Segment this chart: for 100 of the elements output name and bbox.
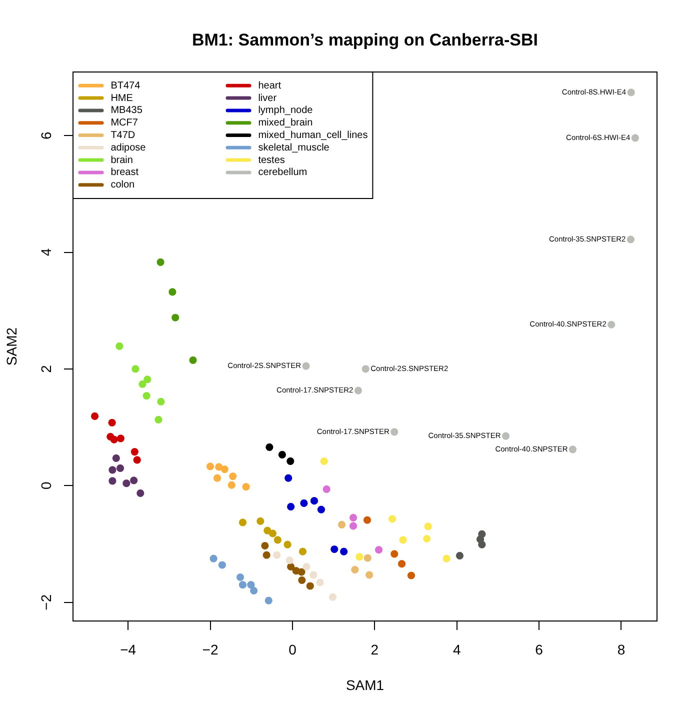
y-axis-title: SAM2 xyxy=(3,327,20,366)
point xyxy=(132,365,140,373)
legend-label: mixed_human_cell_lines xyxy=(258,130,368,141)
y-tick-label: 2 xyxy=(38,364,54,373)
legend-label: heart xyxy=(258,80,282,92)
point xyxy=(213,474,222,482)
point xyxy=(284,474,292,482)
point xyxy=(130,448,138,456)
legend-label: skeletal_muscle xyxy=(258,142,330,154)
point xyxy=(363,516,372,524)
point xyxy=(286,556,294,564)
point xyxy=(133,456,141,464)
x-tick-label: −2 xyxy=(202,641,218,658)
point xyxy=(250,586,258,594)
point xyxy=(130,476,138,484)
point xyxy=(399,536,407,544)
legend-label: liver xyxy=(258,92,278,104)
point xyxy=(138,380,146,388)
point xyxy=(330,545,338,554)
point xyxy=(362,365,370,373)
point xyxy=(284,540,292,548)
legend-label: BT474 xyxy=(110,80,141,92)
point xyxy=(366,571,374,579)
point xyxy=(306,582,314,590)
point xyxy=(136,489,144,498)
point xyxy=(157,398,165,406)
y-tick-label: 4 xyxy=(38,248,54,256)
legend-label: testes xyxy=(258,154,285,166)
legend-label: mixed_brain xyxy=(258,118,313,129)
point xyxy=(229,472,237,480)
point xyxy=(206,462,214,470)
point xyxy=(228,481,236,489)
point xyxy=(144,376,152,384)
point xyxy=(286,457,294,465)
point xyxy=(310,497,318,505)
point xyxy=(90,412,99,420)
x-tick-label: 2 xyxy=(370,641,379,658)
y-tick-label: 6 xyxy=(38,131,54,140)
legend-label: brain xyxy=(110,154,133,166)
point xyxy=(273,551,281,559)
legend-label: MB435 xyxy=(110,105,143,116)
legend-label: breast xyxy=(110,167,139,178)
point xyxy=(122,480,130,488)
point xyxy=(247,581,255,589)
point xyxy=(110,436,118,444)
legend-label: lymph_node xyxy=(258,105,314,116)
point xyxy=(261,542,269,550)
point xyxy=(478,540,486,548)
point xyxy=(210,554,218,562)
legend-label: MCF7 xyxy=(110,118,138,129)
point xyxy=(328,593,337,601)
point xyxy=(116,464,124,472)
legend-label: cerebellum xyxy=(258,167,308,178)
point xyxy=(116,342,124,350)
point xyxy=(268,530,277,538)
point xyxy=(266,443,274,451)
point xyxy=(627,88,635,96)
point xyxy=(351,566,359,574)
point xyxy=(316,578,324,586)
point xyxy=(388,515,396,523)
point xyxy=(631,134,640,142)
point xyxy=(238,581,247,589)
point xyxy=(256,517,264,526)
point xyxy=(302,362,310,370)
legend-label: adipose xyxy=(110,142,146,154)
point xyxy=(390,428,398,436)
legend-label: colon xyxy=(110,180,135,191)
point xyxy=(298,568,306,576)
point xyxy=(108,466,116,474)
point xyxy=(407,572,416,580)
x-tick-label: −4 xyxy=(120,641,136,658)
point xyxy=(390,550,398,558)
point xyxy=(356,553,364,561)
point xyxy=(242,483,250,491)
point xyxy=(338,520,346,529)
point xyxy=(300,499,308,507)
legend-label: HME xyxy=(110,92,134,104)
point xyxy=(274,536,282,544)
x-tick-label: 6 xyxy=(535,641,544,658)
point xyxy=(608,320,616,328)
point xyxy=(108,418,116,426)
point xyxy=(568,446,577,454)
point xyxy=(298,576,306,584)
point xyxy=(626,236,634,244)
point xyxy=(278,450,286,459)
point xyxy=(317,506,326,514)
point xyxy=(287,562,295,571)
point xyxy=(320,457,328,465)
legend-label: T47D xyxy=(110,130,136,141)
point xyxy=(349,522,358,530)
point xyxy=(398,560,406,568)
x-tick-label: 4 xyxy=(452,641,461,658)
point xyxy=(364,554,372,562)
y-tick-label: −2 xyxy=(38,594,54,610)
point xyxy=(168,288,176,296)
point xyxy=(502,432,510,440)
x-axis-title: SAM1 xyxy=(346,676,384,693)
point xyxy=(238,518,247,526)
point xyxy=(108,477,116,485)
point xyxy=(287,502,295,510)
